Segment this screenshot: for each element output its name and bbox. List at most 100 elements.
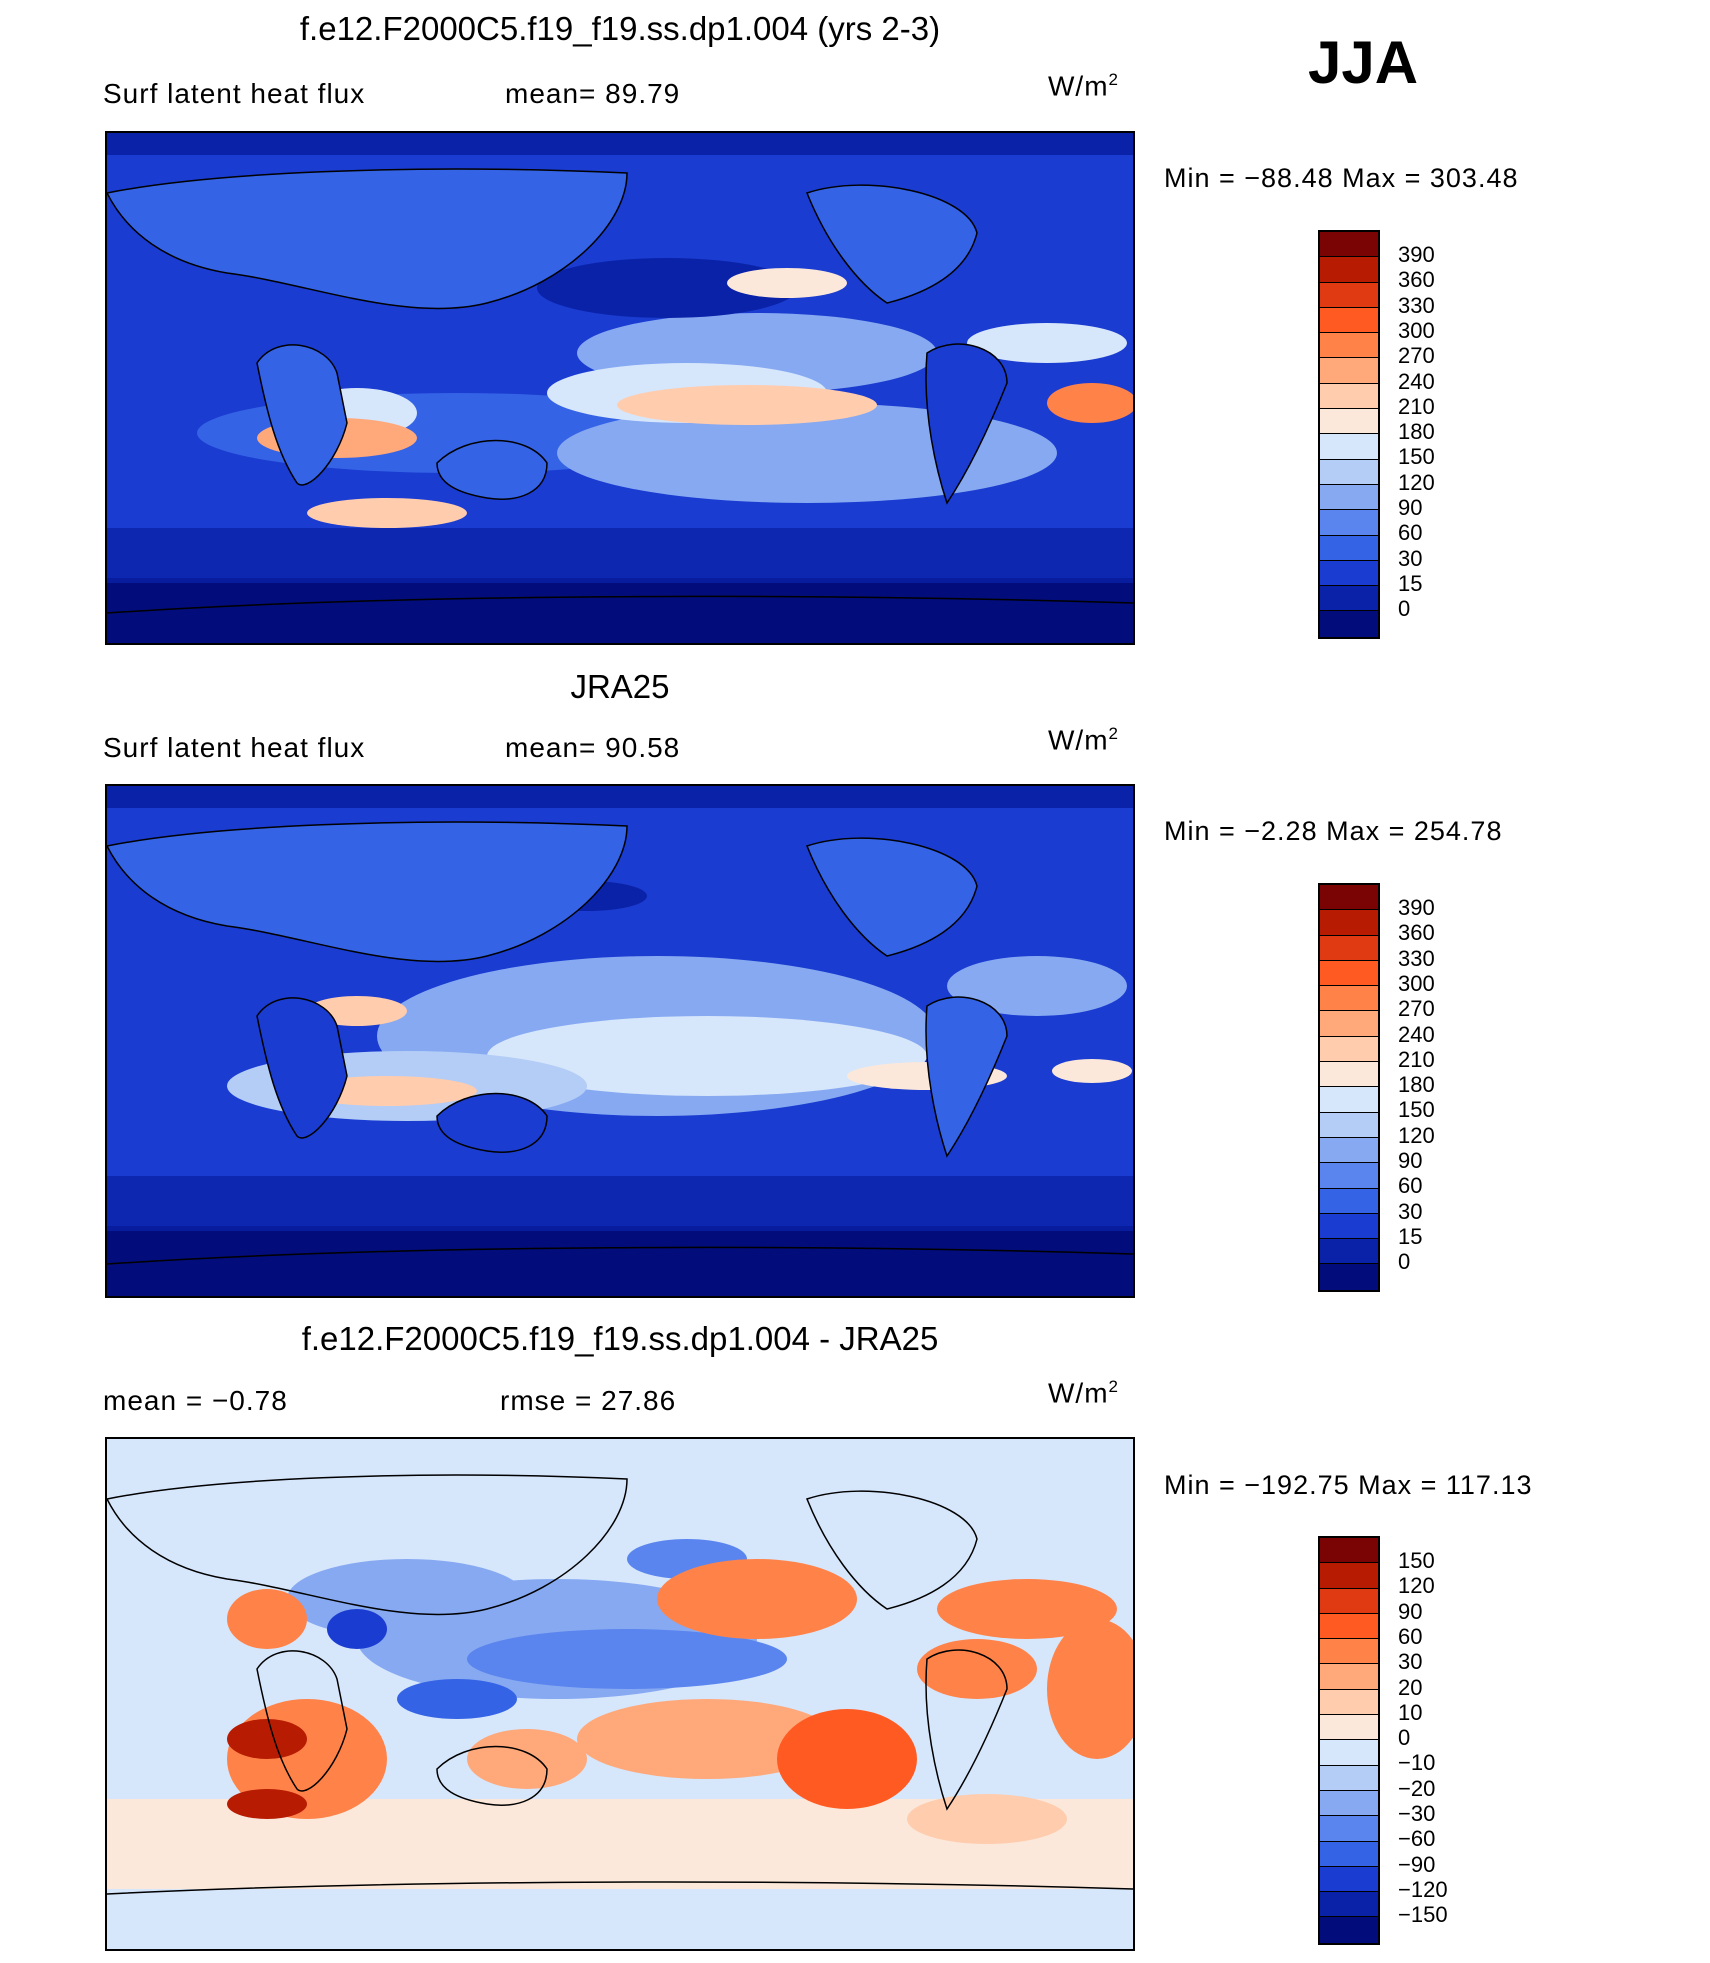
colorbar-swatch: [1320, 1112, 1378, 1138]
colorbar-swatch: [1320, 1538, 1378, 1564]
colorbar-tick-label: 300: [1398, 970, 1435, 996]
colorbar-tick-label: 300: [1398, 317, 1435, 343]
season-label: JJA: [1308, 29, 1419, 96]
colorbar-swatch: [1320, 409, 1378, 435]
colorbar-swatch: [1320, 960, 1378, 987]
panel-3-minmax: Min = −192.75 Max = 117.13: [1164, 1470, 1533, 1500]
colorbar-swatch: [1320, 1639, 1378, 1665]
colorbar-tick-label: 210: [1398, 393, 1435, 419]
colorbar-swatch: [1320, 358, 1378, 384]
colorbar-tick-label: 60: [1398, 520, 1423, 546]
colorbar-swatch: [1320, 1866, 1378, 1893]
colorbar-tick-label: 240: [1398, 368, 1435, 394]
colorbar-tick-label: 90: [1398, 1598, 1423, 1624]
colorbar-swatch: [1320, 1790, 1378, 1817]
colorbar-tick-label: 60: [1398, 1173, 1423, 1199]
colorbar-tick-label: 270: [1398, 996, 1435, 1022]
colorbar-tick-label: 360: [1398, 920, 1435, 946]
colorbar-swatch: [1320, 1689, 1378, 1716]
panel-3-mean: mean = −0.78: [103, 1385, 288, 1416]
colorbar-tick-label: 0: [1398, 1249, 1411, 1275]
panel-2-minmax: Min = −2.28 Max = 254.78: [1164, 816, 1503, 846]
colorbar-tick-label: 390: [1398, 895, 1435, 920]
colorbar-tick-label: 15: [1398, 1223, 1423, 1249]
panel-1-minmax: Min = −88.48 Max = 303.48: [1164, 163, 1519, 193]
panel-2-left-label: Surf latent heat flux: [103, 732, 366, 763]
panel-1-left-label: Surf latent heat flux: [103, 78, 366, 109]
colorbar-swatch: [1320, 1892, 1378, 1918]
colorbar-swatch: [1320, 611, 1378, 637]
colorbar-swatch: [1320, 1917, 1378, 1943]
colorbar-swatch: [1320, 1765, 1378, 1791]
colorbar-tick-label: 210: [1398, 1046, 1435, 1072]
colorbar-tick-label: 150: [1398, 1097, 1435, 1123]
panel-2-title: JRA25: [570, 668, 670, 705]
panel-1-map: [105, 131, 1135, 645]
colorbar-swatch: [1320, 1841, 1378, 1867]
colorbar-swatch: [1320, 510, 1378, 536]
colorbar-tick-label: −150: [1398, 1902, 1448, 1928]
colorbar-swatch: [1320, 307, 1378, 334]
colorbar-tick-label: 180: [1398, 419, 1435, 445]
colorbar-swatch: [1320, 434, 1378, 460]
colorbar-tick-label: 330: [1398, 945, 1435, 971]
colorbar-tick-label: 120: [1398, 1573, 1435, 1599]
panel-3-colorbar: [1318, 1536, 1380, 1945]
panel-2-mean: mean= 90.58: [505, 732, 681, 763]
colorbar-swatch: [1320, 1613, 1378, 1640]
colorbar-tick-label: 30: [1398, 545, 1423, 571]
colorbar-swatch: [1320, 885, 1378, 911]
colorbar-tick-label: −90: [1398, 1851, 1436, 1877]
colorbar-swatch: [1320, 257, 1378, 283]
colorbar-swatch: [1320, 459, 1378, 485]
colorbar-swatch: [1320, 1264, 1378, 1290]
colorbar-tick-label: 240: [1398, 1021, 1435, 1047]
colorbar-swatch: [1320, 1740, 1378, 1766]
colorbar-swatch: [1320, 282, 1378, 308]
colorbar-swatch: [1320, 986, 1378, 1012]
colorbar-swatch: [1320, 1062, 1378, 1088]
colorbar-tick-label: 150: [1398, 1548, 1435, 1573]
colorbar-swatch: [1320, 1715, 1378, 1741]
colorbar-swatch: [1320, 1087, 1378, 1113]
colorbar-swatch: [1320, 1213, 1378, 1240]
colorbar-tick-label: 0: [1398, 1725, 1411, 1751]
colorbar-tick-label: 120: [1398, 469, 1435, 495]
colorbar-tick-label: −10: [1398, 1750, 1436, 1776]
panel-3-units: W/m2: [1048, 1377, 1119, 1409]
colorbar-swatch: [1320, 333, 1378, 359]
colorbar-swatch: [1320, 1816, 1378, 1842]
colorbar-swatch: [1320, 383, 1378, 410]
colorbar-swatch: [1320, 1563, 1378, 1589]
colorbar-swatch: [1320, 1239, 1378, 1265]
colorbar-swatch: [1320, 535, 1378, 561]
colorbar-tick-label: 90: [1398, 1148, 1423, 1173]
panel-3-title: f.e12.F2000C5.f19_f19.ss.dp1.004 - JRA25: [301, 1320, 939, 1357]
colorbar-swatch: [1320, 484, 1378, 511]
colorbar-tick-label: 270: [1398, 343, 1435, 369]
panel-2-units: W/m2: [1048, 724, 1119, 756]
colorbar-tick-label: 30: [1398, 1198, 1423, 1224]
colorbar-swatch: [1320, 1163, 1378, 1189]
colorbar-swatch: [1320, 1664, 1378, 1690]
colorbar-tick-label: 330: [1398, 292, 1435, 318]
colorbar-swatch: [1320, 1188, 1378, 1214]
colorbar-tick-label: −120: [1398, 1876, 1448, 1902]
colorbar-tick-label: 390: [1398, 242, 1435, 267]
colorbar-swatch: [1320, 1011, 1378, 1037]
panel-1-title: f.e12.F2000C5.f19_f19.ss.dp1.004 (yrs 2-…: [299, 10, 941, 47]
colorbar-tick-label: 90: [1398, 495, 1423, 520]
colorbar-swatch: [1320, 586, 1378, 612]
colorbar-tick-label: 60: [1398, 1623, 1423, 1649]
colorbar-tick-label: 360: [1398, 267, 1435, 293]
colorbar-tick-label: 180: [1398, 1072, 1435, 1098]
colorbar-tick-label: 120: [1398, 1122, 1435, 1148]
colorbar-tick-label: 20: [1398, 1674, 1423, 1700]
colorbar-tick-label: 15: [1398, 570, 1423, 596]
colorbar-swatch: [1320, 560, 1378, 587]
colorbar-swatch: [1320, 232, 1378, 258]
colorbar-swatch: [1320, 935, 1378, 961]
panel-1-mean: mean= 89.79: [505, 78, 681, 109]
colorbar-tick-label: 0: [1398, 596, 1411, 622]
colorbar-tick-label: 150: [1398, 444, 1435, 470]
